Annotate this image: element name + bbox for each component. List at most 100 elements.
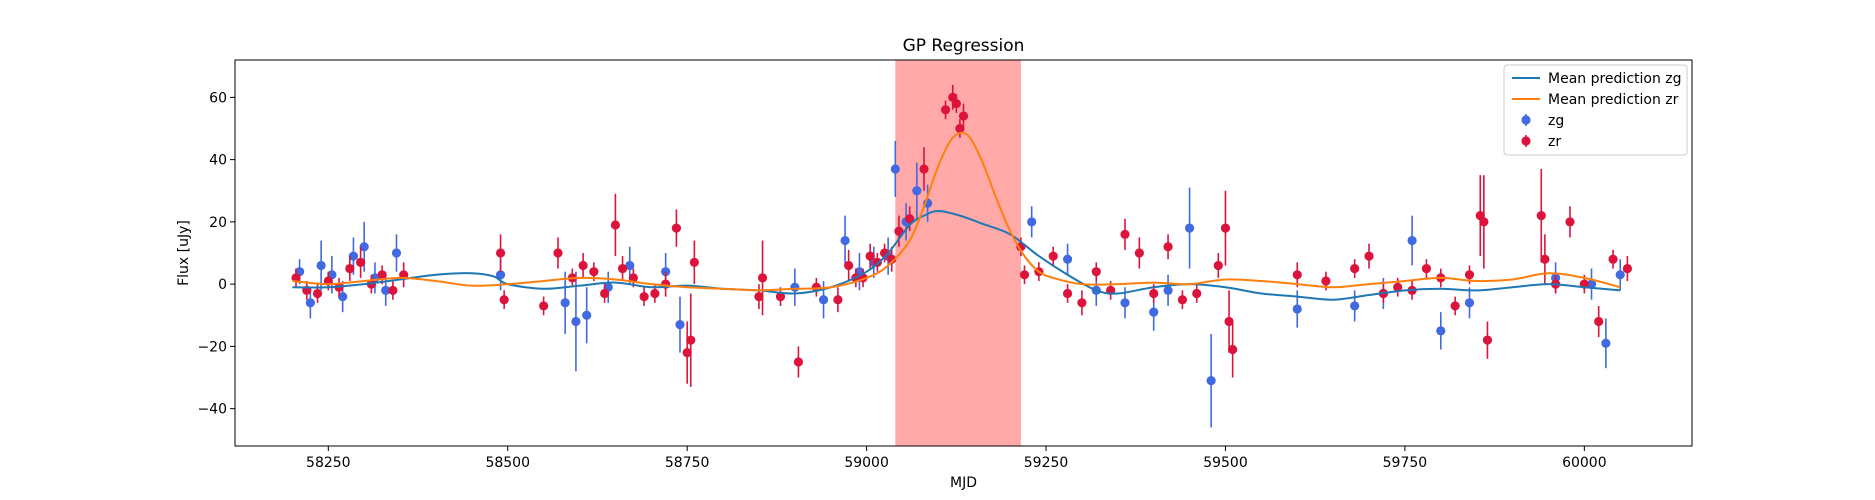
data-point [571, 316, 581, 327]
data-point [1062, 254, 1073, 264]
data-point [495, 270, 506, 280]
data-point [388, 285, 398, 295]
data-point [1177, 295, 1188, 305]
data-point [1364, 251, 1374, 261]
data-point [359, 242, 369, 252]
x-tick-label: 60000 [1562, 455, 1607, 471]
data-point [818, 295, 829, 305]
data-point [316, 260, 326, 271]
data-point [1149, 288, 1159, 299]
y-axis-ticks: −40 −20 0 20 40 60 [197, 90, 235, 418]
data-point [833, 295, 843, 305]
data-point [840, 235, 850, 246]
data-point [1062, 288, 1073, 299]
data-point [1192, 288, 1202, 299]
data-point [600, 288, 610, 299]
data-point [617, 263, 628, 274]
data-point [1019, 270, 1030, 280]
data-point [1134, 248, 1144, 258]
legend: Mean prediction zg Mean prediction zr zg zr [1503, 64, 1688, 156]
data-point [1482, 335, 1493, 345]
legend-entry: Mean prediction zg [1512, 71, 1682, 87]
data-point [1091, 267, 1101, 277]
data-point [348, 251, 359, 261]
data-point [757, 273, 768, 283]
data-point [940, 105, 951, 115]
data-point [1393, 282, 1403, 292]
data-point [1464, 270, 1475, 280]
data-point [1540, 254, 1550, 264]
data-point [1608, 254, 1618, 264]
x-tick-label: 59250 [1024, 455, 1069, 471]
data-point [312, 288, 323, 299]
data-point [639, 291, 649, 302]
data-point [1479, 217, 1489, 227]
data-point [958, 111, 969, 121]
y-tick-label: −40 [197, 402, 227, 418]
data-point [1184, 223, 1195, 233]
series-layer [291, 84, 1633, 428]
data-point [887, 254, 897, 264]
data-point [1120, 229, 1130, 239]
data-point [1350, 301, 1360, 311]
x-tick-label: 59500 [1203, 455, 1248, 471]
series-zg-points [294, 140, 1625, 428]
data-point [1436, 326, 1446, 336]
data-point [1163, 242, 1173, 252]
data-point [671, 223, 682, 233]
data-point [1213, 260, 1223, 271]
data-point [553, 248, 563, 258]
data-point [1536, 211, 1546, 221]
data-point [865, 251, 875, 261]
data-point [578, 260, 588, 271]
data-point [391, 248, 402, 258]
x-tick-label: 58500 [485, 455, 530, 471]
data-point [905, 214, 915, 224]
data-point [610, 220, 620, 230]
shaded-region [895, 60, 1021, 446]
data-point [1120, 298, 1130, 308]
chart-title: GP Regression [903, 36, 1025, 56]
data-point [1586, 279, 1597, 289]
data-point [951, 98, 961, 109]
data-point [1149, 307, 1159, 317]
data-point [1220, 223, 1231, 233]
data-point [1048, 251, 1058, 261]
x-tick-label: 59000 [844, 455, 889, 471]
data-point [1292, 304, 1302, 314]
data-point [775, 291, 786, 302]
data-point [628, 273, 638, 283]
x-axis-label: MJD [950, 475, 977, 491]
data-point [1228, 344, 1238, 355]
legend-entry: Mean prediction zr [1512, 92, 1679, 108]
data-point [338, 291, 348, 302]
x-tick-label: 58750 [665, 455, 710, 471]
data-point [650, 288, 660, 299]
data-point [894, 226, 904, 236]
y-tick-label: 40 [209, 153, 227, 169]
data-point [793, 357, 804, 367]
data-point [682, 348, 692, 358]
y-tick-label: −20 [197, 339, 227, 355]
data-point [1565, 217, 1575, 227]
legend-point-swatch [1521, 115, 1531, 125]
data-point [1350, 263, 1360, 274]
data-point [686, 335, 696, 345]
x-tick-label: 59750 [1383, 455, 1428, 471]
data-point [1615, 270, 1625, 280]
data-point [381, 285, 391, 295]
data-point [377, 270, 387, 280]
data-point [1027, 217, 1037, 227]
data-point [890, 164, 900, 174]
data-point [1594, 316, 1604, 327]
data-point [1421, 263, 1432, 274]
data-point [1224, 316, 1234, 327]
data-point [1206, 376, 1216, 386]
data-point [675, 319, 685, 330]
legend-point-swatch [1521, 136, 1531, 146]
data-point [356, 257, 366, 267]
data-point [499, 295, 509, 305]
axes-frame [234, 59, 1693, 447]
data-point [589, 267, 599, 277]
